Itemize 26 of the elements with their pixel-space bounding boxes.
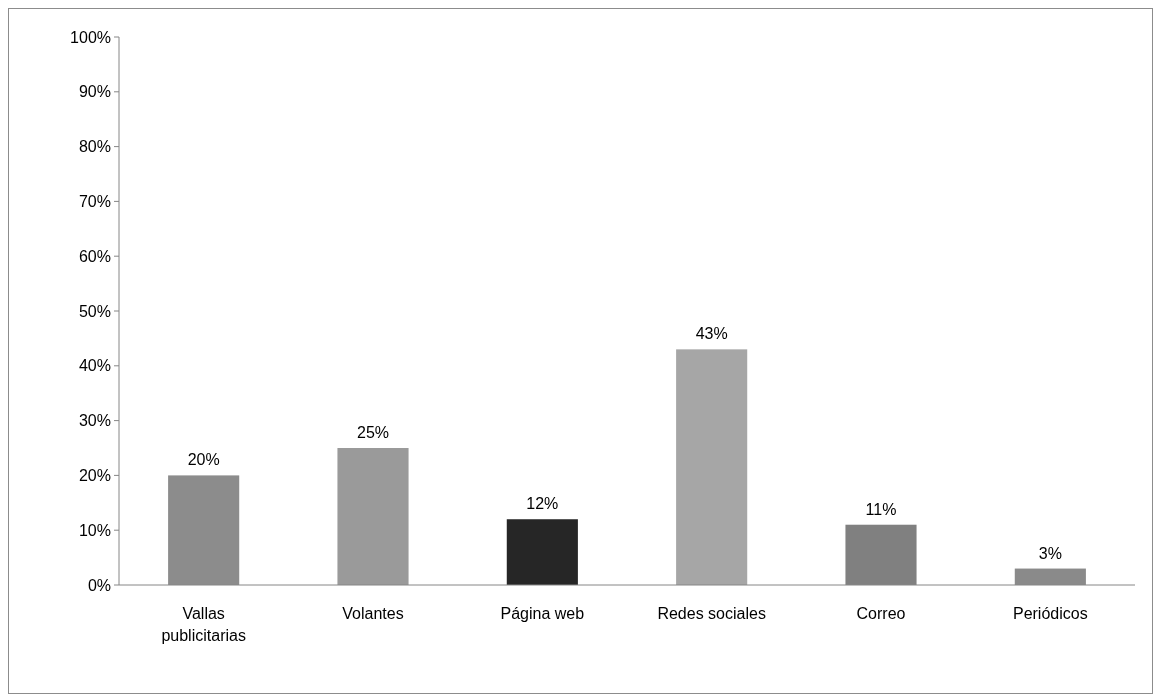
x-tick-label: Página web bbox=[500, 605, 585, 622]
y-tick-label: 40% bbox=[78, 357, 111, 375]
data-label: 3% bbox=[1038, 544, 1062, 562]
y-tick-label: 0% bbox=[87, 576, 111, 594]
y-tick-label: 100% bbox=[70, 28, 111, 46]
bar bbox=[337, 448, 409, 585]
y-tick-label: 60% bbox=[78, 247, 111, 265]
y-tick-label: 70% bbox=[78, 193, 111, 210]
data-label: 11% bbox=[865, 500, 897, 518]
x-tick-label: Volantes bbox=[342, 605, 404, 622]
y-tick-label: 20% bbox=[78, 467, 111, 484]
data-label: 20% bbox=[187, 451, 220, 469]
y-tick-label: 10% bbox=[78, 521, 111, 539]
bar bbox=[676, 349, 748, 585]
x-tick-label: Periódicos bbox=[1012, 605, 1088, 622]
data-label: 43% bbox=[695, 325, 728, 343]
y-tick-label: 50% bbox=[78, 302, 111, 320]
x-tick-label: Correo bbox=[856, 605, 906, 622]
data-label: 25% bbox=[356, 424, 390, 441]
x-tick-label: Vallas publicitarias bbox=[161, 605, 246, 644]
y-tick-label: 90% bbox=[78, 83, 111, 101]
y-tick-label: 80% bbox=[78, 138, 111, 156]
y-tick-label: 30% bbox=[78, 412, 111, 430]
data-label: 12% bbox=[526, 495, 559, 513]
x-tick-label: Redes sociales bbox=[657, 605, 766, 622]
bar bbox=[506, 519, 578, 585]
